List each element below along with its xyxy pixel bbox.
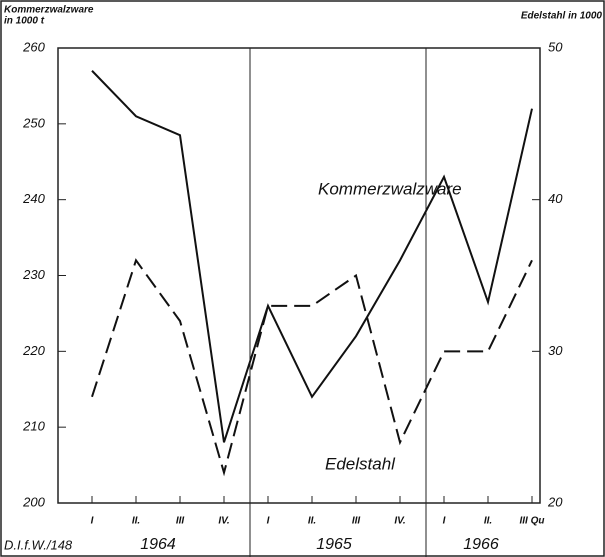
- y-tick-label: 260: [22, 39, 45, 54]
- source: D.I.f.W./148: [4, 537, 73, 552]
- x-tick-label: I: [267, 516, 270, 527]
- y-tick-label: 210: [22, 419, 45, 434]
- y2-tick-label: 30: [548, 343, 563, 358]
- group-label: 1964: [140, 536, 176, 553]
- x-tick-label: III Qu: [520, 516, 545, 527]
- y-axis-title: Kommerzwalzware: [4, 5, 94, 16]
- y-tick-label: 250: [22, 115, 45, 130]
- group-label: 1965: [316, 536, 352, 553]
- x-tick-label: II.: [132, 516, 140, 527]
- series-label: Kommerzwalzware: [318, 179, 462, 198]
- y-tick-label: 240: [22, 191, 45, 206]
- y2-tick-label: 50: [548, 39, 563, 54]
- group-label: 1966: [463, 536, 499, 553]
- x-tick-label: IV.: [394, 516, 405, 527]
- x-tick-label: IV.: [218, 516, 229, 527]
- y2-tick-label: 40: [548, 191, 563, 206]
- x-tick-label: II.: [308, 516, 316, 527]
- y-tick-label: 220: [22, 343, 45, 358]
- x-tick-label: III: [176, 516, 185, 527]
- x-tick-label: III: [352, 516, 361, 527]
- x-tick-label: II.: [484, 516, 492, 527]
- x-tick-label: I: [443, 516, 446, 527]
- y2-axis-title: Edelstahl in 1000: [521, 11, 603, 22]
- series-label: Edelstahl: [325, 454, 396, 473]
- y-tick-label: 230: [22, 267, 45, 282]
- series-line: [91, 70, 533, 443]
- series-line: [91, 258, 533, 477]
- y-axis-title: in 1000 t: [4, 16, 45, 27]
- x-tick-label: I: [91, 516, 94, 527]
- y2-tick-label: 20: [547, 494, 563, 509]
- y-tick-label: 200: [22, 494, 45, 509]
